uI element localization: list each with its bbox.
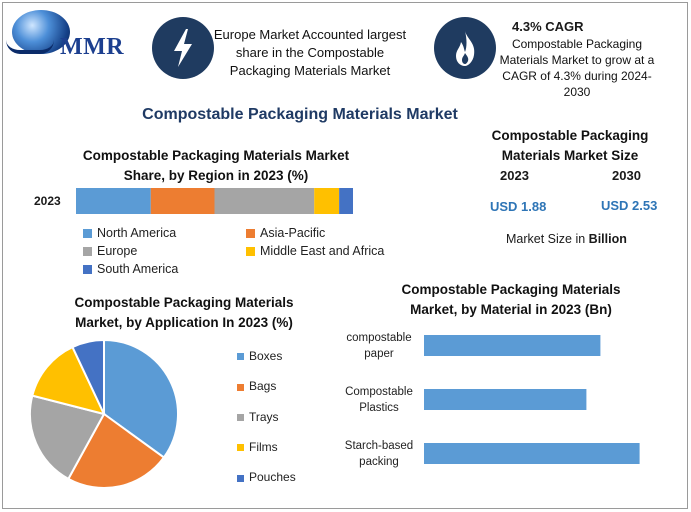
- region-legend-item-asia-pacific: Asia-Pacific: [246, 226, 325, 240]
- region-stacked-bar: [76, 188, 353, 214]
- legend-label: Europe: [97, 244, 138, 258]
- application-legend-item-boxes: Boxes: [237, 349, 282, 363]
- region-chart-category-label: 2023: [34, 194, 61, 208]
- pie-slice-trays: [29, 394, 106, 481]
- pie-slice-pouches: [71, 338, 105, 415]
- logo-swoosh: [6, 40, 54, 54]
- cagr-title: 4.3% CAGR: [512, 19, 584, 34]
- market-size-value-2023: USD 1.88: [490, 199, 547, 214]
- legend-swatch: [246, 229, 255, 239]
- market-size-year-2030: 2030: [612, 168, 641, 183]
- material-bar-chart: [424, 335, 640, 464]
- legend-swatch: [83, 247, 92, 257]
- material-bar-label-starch-based-packing: Starch-based packing: [344, 439, 414, 468]
- legend-swatch: [83, 229, 92, 239]
- application-pie: [29, 338, 179, 489]
- material-bar-labels: compostable paper Compostable Plastics Sta…: [334, 326, 420, 486]
- legend-swatch: [237, 474, 244, 482]
- page-title: Compostable Packaging Materials Market: [142, 106, 458, 123]
- application-legend-item-films: Films: [237, 440, 278, 454]
- application-chart-title: Compostable Packaging Materials Market, …: [74, 295, 294, 330]
- market-size-note-prefix: Market Size in: [506, 232, 589, 246]
- region-bar-segment-asia-pacific: [150, 188, 215, 214]
- legend-swatch: [83, 265, 92, 275]
- logo-text: MMR: [60, 34, 125, 60]
- market-size-note: Market Size in Billion: [506, 232, 627, 246]
- market-size-note-unit: Billion: [588, 232, 627, 246]
- legend-label: South America: [97, 262, 179, 276]
- legend-swatch: [237, 444, 244, 452]
- lightning-icon: [152, 17, 214, 79]
- legend-label: Boxes: [249, 349, 283, 363]
- pie-slice-bags: [66, 412, 166, 489]
- market-size-value-2030: USD 2.53: [601, 198, 658, 213]
- legend-swatch: [246, 247, 255, 257]
- legend-label: North America: [97, 226, 177, 240]
- cagr-text: Compostable Packaging Materials Market t…: [499, 37, 655, 99]
- material-bar-compostable-paper: [424, 335, 601, 356]
- region-legend-item-north-america: North America: [83, 226, 176, 240]
- region-legend-item-middle-east-and-africa: Middle East and Africa: [246, 244, 384, 258]
- legend-label: Middle East and Africa: [260, 244, 385, 258]
- legend-swatch: [237, 413, 244, 421]
- application-legend-item-pouches: Pouches: [237, 470, 296, 484]
- material-bar-compostable-plastics: [424, 389, 587, 410]
- legend-swatch: [237, 383, 244, 391]
- region-bar-segment-middle-east-and-africa: [314, 188, 340, 214]
- market-size-year-2023: 2023: [500, 168, 529, 183]
- material-bar-label-compostable-plastics: Compostable Plastics: [345, 385, 413, 414]
- material-chart-title: Compostable Packaging Materials Market, …: [401, 282, 621, 317]
- pie-slice-films: [31, 345, 106, 416]
- region-legend-item-south-america: South America: [83, 262, 178, 276]
- legend-label: Trays: [249, 409, 279, 424]
- market-size-title: Compostable Packaging Materials Market S…: [491, 128, 649, 163]
- legend-label: Pouches: [249, 470, 296, 485]
- pie-slice-boxes: [103, 338, 179, 459]
- region-bar-segment-north-america: [76, 188, 151, 214]
- material-bar-label-compostable-paper: compostable paper: [346, 331, 412, 360]
- material-bar-starch-based-packing: [424, 443, 640, 464]
- region-legend-item-europe: Europe: [83, 244, 137, 258]
- legend-label: Asia-Pacific: [260, 226, 326, 240]
- flame-icon: [434, 17, 496, 79]
- legend-label: Bags: [249, 379, 277, 394]
- legend-label: Films: [249, 439, 278, 454]
- header-box1-text: Europe Market Accounted largest share in…: [213, 27, 407, 78]
- application-legend-item-bags: Bags: [237, 379, 276, 393]
- application-legend-item-trays: Trays: [237, 410, 279, 424]
- legend-swatch: [237, 353, 244, 361]
- region-chart-title: Compostable Packaging Materials Market S…: [82, 148, 350, 183]
- region-bar-segment-south-america: [339, 188, 353, 214]
- region-bar-segment-europe: [214, 188, 315, 214]
